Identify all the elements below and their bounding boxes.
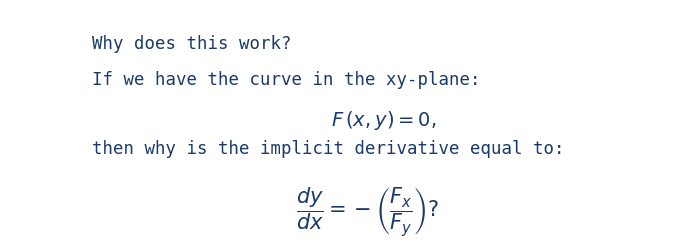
- Text: If we have the curve in the xy-plane:: If we have the curve in the xy-plane:: [92, 71, 481, 89]
- Text: Why does this work?: Why does this work?: [92, 35, 292, 53]
- Text: then why is the implicit derivative equal to:: then why is the implicit derivative equa…: [92, 140, 565, 158]
- Text: $F\,(x,y)=0,$: $F\,(x,y)=0,$: [331, 109, 437, 132]
- Text: $\dfrac{dy}{dx}=-\left(\dfrac{F_x}{F_y}\right)?$: $\dfrac{dy}{dx}=-\left(\dfrac{F_x}{F_y}\…: [296, 185, 440, 239]
